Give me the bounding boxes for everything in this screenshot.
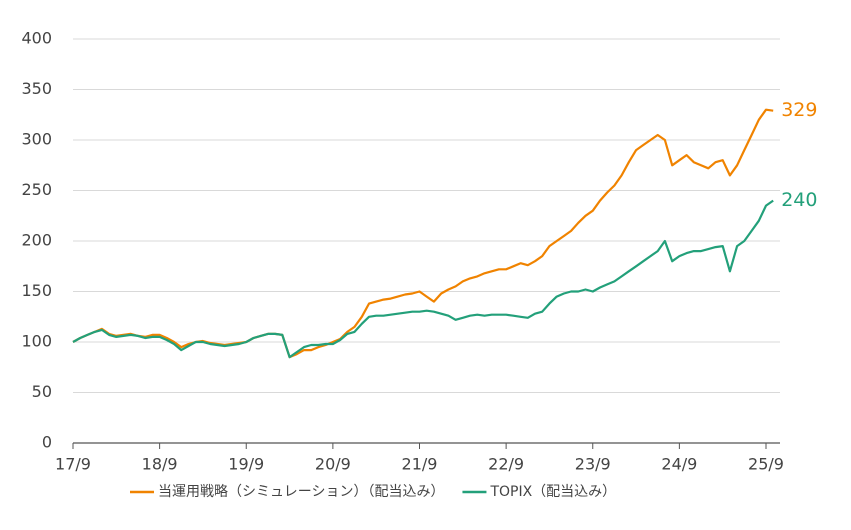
y-tick-label: 50 [32, 382, 52, 401]
x-tick-label: 23/9 [575, 455, 611, 474]
x-tick-label: 17/9 [55, 455, 91, 474]
x-tick-label: 25/9 [748, 455, 784, 474]
y-tick-label: 250 [21, 180, 52, 199]
end-label: 329 [781, 99, 817, 121]
legend-label: TOPIX（配当込み） [489, 484, 616, 500]
series-line [72, 199, 774, 359]
y-tick-label: 300 [21, 130, 52, 149]
x-tick-label: 22/9 [488, 455, 524, 474]
x-tick-label: 21/9 [402, 455, 438, 474]
x-tick-label: 18/9 [142, 455, 178, 474]
y-tick-label: 200 [21, 231, 52, 250]
series-line [72, 108, 774, 359]
y-tick-label: 0 [42, 433, 52, 452]
x-tick-label: 20/9 [315, 455, 351, 474]
x-tick-label: 24/9 [661, 455, 697, 474]
y-tick-label: 100 [21, 332, 52, 351]
end-label: 240 [781, 189, 817, 211]
y-tick-label: 400 [21, 29, 52, 48]
x-tick-label: 19/9 [228, 455, 264, 474]
y-tick-label: 150 [21, 281, 52, 300]
legend-label: 当運用戦略（シミュレーション）（配当込み） [158, 484, 444, 500]
y-tick-label: 350 [21, 79, 52, 98]
